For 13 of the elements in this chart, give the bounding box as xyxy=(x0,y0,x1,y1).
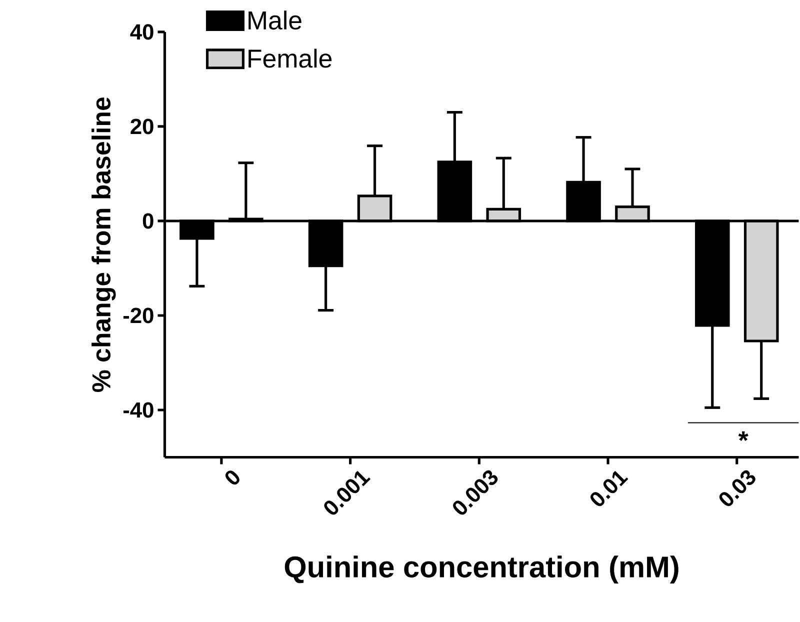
y-tick-label: 20 xyxy=(130,118,154,134)
y-tick-label: -20 xyxy=(123,308,154,324)
y-axis-title: % change from baseline xyxy=(92,97,116,392)
legend-label: Male xyxy=(248,10,302,30)
y-tick-label: 40 xyxy=(130,24,154,40)
y-tick-label: 0 xyxy=(142,213,154,229)
x-axis-title: Quinine concentration (mM) xyxy=(284,556,678,584)
x-tick-label: 0.03 xyxy=(719,470,756,506)
legend-label: Female xyxy=(248,48,332,68)
x-tick-label: 0 xyxy=(225,470,240,485)
y-tick-label: -40 xyxy=(123,402,154,418)
x-tick-label: 0.01 xyxy=(590,470,628,506)
annotation: * xyxy=(738,431,748,441)
